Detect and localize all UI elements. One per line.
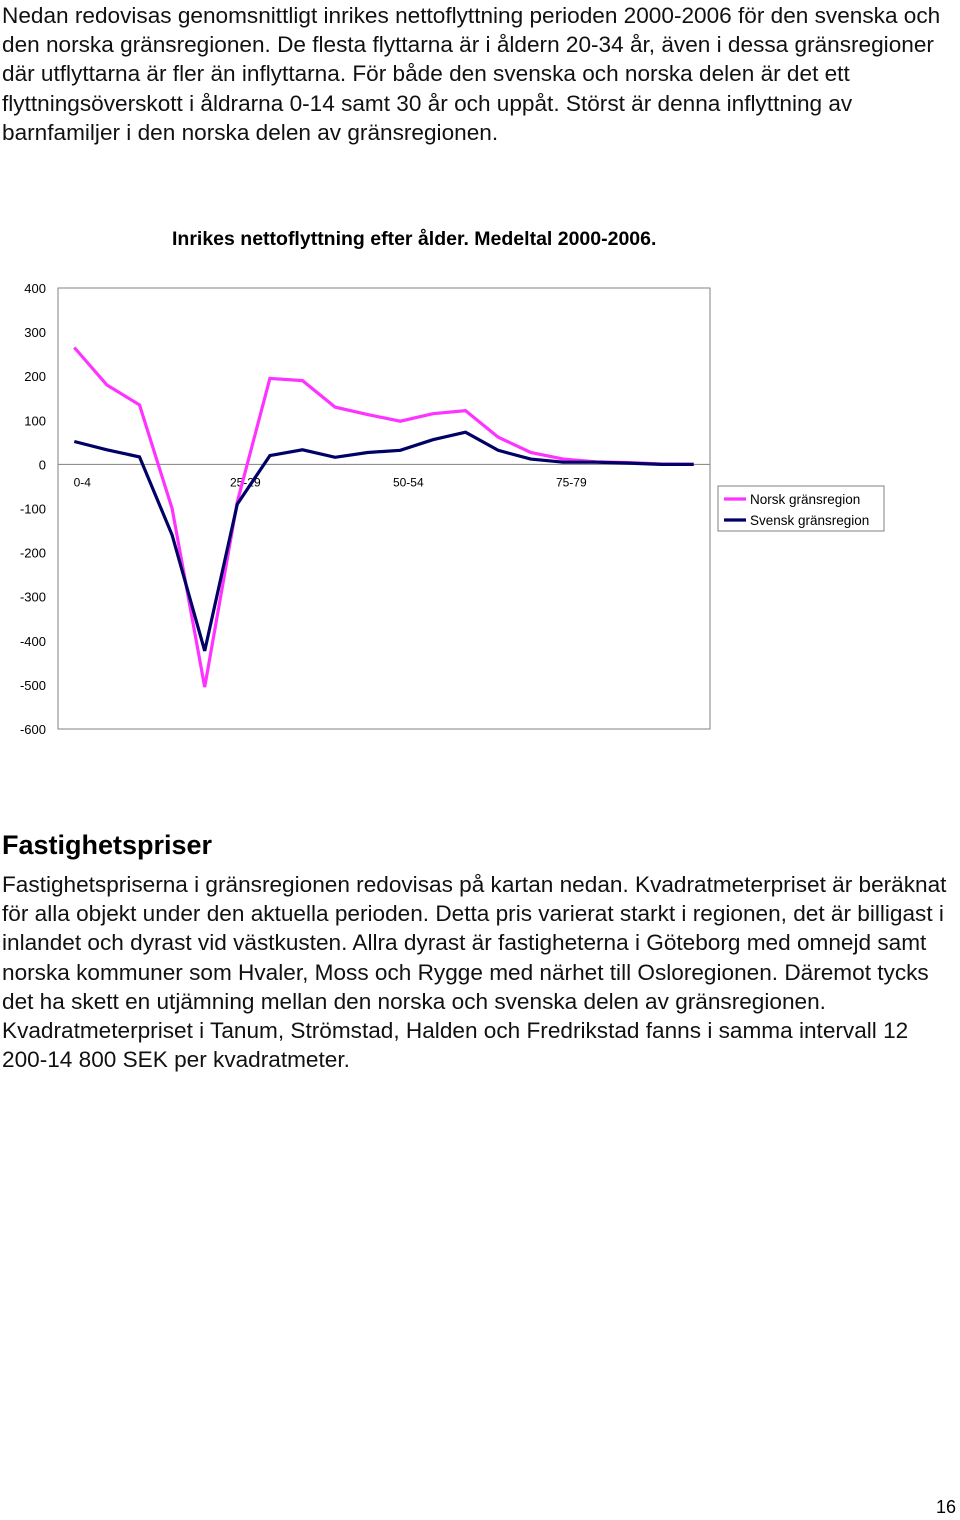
chart-title: Inrikes nettoflyttning efter ålder. Mede… xyxy=(172,227,656,250)
y-tick-label: 400 xyxy=(24,281,46,296)
x-tick-label: 75-79 xyxy=(556,475,587,489)
y-tick-label: -300 xyxy=(20,590,46,605)
legend-box xyxy=(717,485,885,532)
y-tick-label: -200 xyxy=(20,546,46,561)
net-migration-chart: Inrikes nettoflyttning efter ålder. Mede… xyxy=(20,227,885,737)
x-tick-label: 50-54 xyxy=(393,475,424,489)
chart-legend: Norsk gränsregion Svensk gränsregion xyxy=(717,485,885,532)
y-tick-label: 200 xyxy=(24,369,46,384)
section-heading: Fastighetspriser xyxy=(2,830,213,860)
y-tick-label: -500 xyxy=(20,678,46,693)
y-tick-label: 300 xyxy=(24,325,46,340)
legend-label: Norsk gränsregion xyxy=(750,492,860,507)
legend-label: Svensk gränsregion xyxy=(750,513,869,528)
intro-paragraph: Nedan redovisas genomsnittligt inrikes n… xyxy=(2,3,941,145)
y-tick-label: 100 xyxy=(24,413,46,428)
plot-area xyxy=(57,287,711,730)
y-tick-label: -100 xyxy=(20,502,46,517)
y-tick-label: -400 xyxy=(20,634,46,649)
series-lines xyxy=(73,346,694,688)
y-tick-label: -600 xyxy=(20,722,46,737)
x-axis-ticks: 0-4 25-29 50-54 75-79 xyxy=(74,475,587,489)
y-tick-label: 0 xyxy=(39,457,46,472)
page-number: 16 xyxy=(935,1497,956,1517)
prices-paragraph: Fastighetspriserna i gränsregionen redov… xyxy=(2,872,947,1073)
y-axis-ticks: 400 300 200 100 0 -100 -200 -300 -400 -500 -600 xyxy=(20,281,46,737)
series-line-svensk xyxy=(73,430,694,652)
x-tick-label: 0-4 xyxy=(74,475,92,489)
